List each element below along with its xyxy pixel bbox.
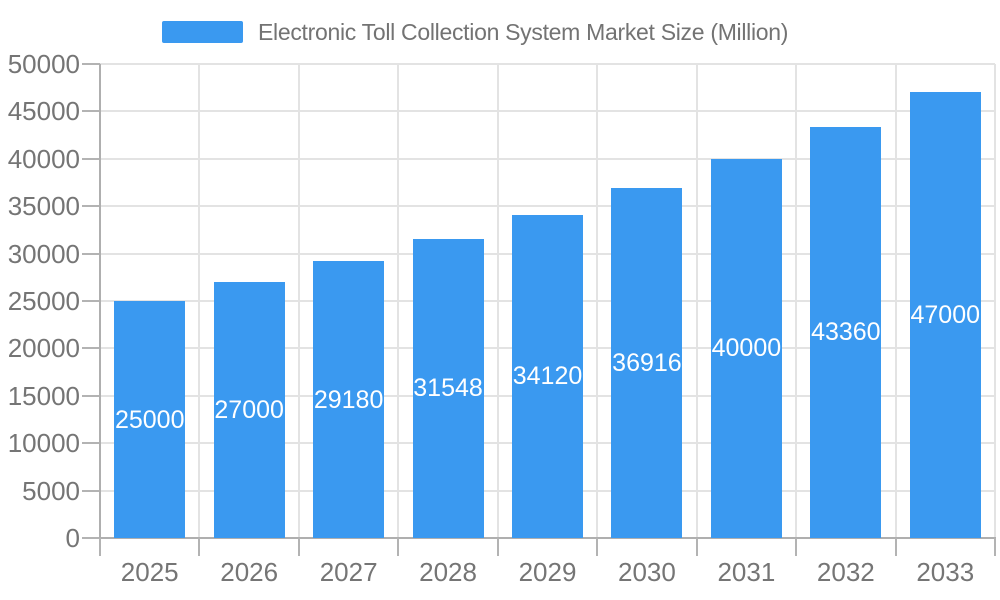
- y-axis-tick: [82, 489, 100, 492]
- bar-2028[interactable]: [412, 238, 484, 538]
- y-axis-tick: [82, 300, 100, 302]
- legend-swatch-icon: [162, 21, 243, 43]
- y-axis-label: 35000: [7, 191, 80, 222]
- x-axis-tick: [795, 538, 798, 556]
- y-axis-label: 0: [65, 523, 80, 553]
- gridline-x: [894, 64, 897, 538]
- gridline-x: [297, 64, 300, 538]
- y-axis-tick: [82, 110, 100, 113]
- bar-2025[interactable]: [114, 301, 186, 538]
- y-axis-tick: [82, 252, 100, 255]
- x-axis-tick: [198, 538, 201, 556]
- x-axis-label: 2033: [916, 557, 975, 587]
- y-axis-label: 25000: [7, 286, 80, 316]
- y-axis-tick: [82, 537, 100, 539]
- gridline-x: [994, 64, 996, 538]
- x-axis-tick: [596, 538, 599, 556]
- gridline-y: [100, 205, 995, 208]
- x-axis-label: 2027: [319, 557, 378, 587]
- gridline-y: [100, 63, 995, 65]
- y-axis-label: 45000: [7, 96, 80, 127]
- bar-value-label: 27000: [214, 396, 284, 425]
- gridline-y: [100, 110, 995, 113]
- gridline-y: [100, 157, 995, 160]
- y-axis-label: 50000: [7, 49, 80, 79]
- bar-value-label: 43360: [811, 318, 881, 347]
- gridline-x: [198, 64, 201, 538]
- bar-2027[interactable]: [313, 261, 385, 538]
- gridline-x: [795, 64, 798, 538]
- y-axis-tick: [82, 394, 100, 397]
- y-axis-line: [99, 64, 101, 538]
- bar-value-label: 34120: [512, 362, 583, 391]
- x-axis-tick: [496, 538, 499, 556]
- x-axis-line: [99, 537, 996, 539]
- bar-value-label: 36916: [612, 349, 682, 378]
- bar-2031[interactable]: [710, 158, 782, 538]
- bar-2033[interactable]: [909, 92, 981, 538]
- bar-value-label: 31548: [413, 374, 483, 403]
- x-axis-label: 2026: [220, 557, 279, 587]
- gridline-x: [596, 64, 599, 538]
- bar-value-label: 29180: [313, 385, 384, 414]
- y-axis-label: 40000: [7, 143, 80, 174]
- y-axis-tick: [82, 347, 100, 350]
- gridline-x: [496, 64, 499, 538]
- y-axis-label: 5000: [22, 475, 80, 506]
- x-axis-label: 2030: [618, 557, 676, 587]
- x-axis-label: 2032: [816, 557, 875, 587]
- x-axis-tick: [894, 538, 897, 556]
- y-axis-label: 10000: [7, 428, 80, 459]
- x-axis-tick: [99, 538, 101, 556]
- y-axis-tick: [82, 205, 100, 208]
- x-axis-tick: [994, 538, 996, 556]
- x-axis-tick: [397, 538, 400, 556]
- x-axis-label: 2025: [120, 557, 179, 587]
- legend-label: Electronic Toll Collection System Market…: [258, 18, 789, 45]
- bar-value-label: 25000: [114, 405, 185, 434]
- chart-legend-item[interactable]: Electronic Toll Collection System Market…: [162, 15, 788, 49]
- bar-value-label: 47000: [910, 301, 981, 330]
- bar-2026[interactable]: [213, 282, 285, 538]
- bar-2032[interactable]: [810, 126, 882, 538]
- x-axis-tick: [695, 538, 698, 556]
- y-axis-tick: [82, 63, 100, 65]
- gridline-x: [397, 64, 400, 538]
- gridline-x: [695, 64, 698, 538]
- x-axis-label: 2028: [419, 557, 477, 587]
- y-axis-label: 15000: [7, 380, 80, 411]
- bar-2030[interactable]: [611, 188, 683, 538]
- x-axis-label: 2031: [717, 557, 776, 587]
- y-axis-label: 30000: [7, 238, 80, 269]
- bar-value-label: 40000: [711, 334, 782, 363]
- bar-2029[interactable]: [512, 214, 583, 538]
- y-axis-label: 20000: [7, 333, 80, 364]
- y-axis-tick: [82, 157, 100, 160]
- y-axis-tick: [82, 442, 100, 445]
- x-axis-tick: [297, 538, 300, 556]
- x-axis-label: 2029: [518, 557, 577, 587]
